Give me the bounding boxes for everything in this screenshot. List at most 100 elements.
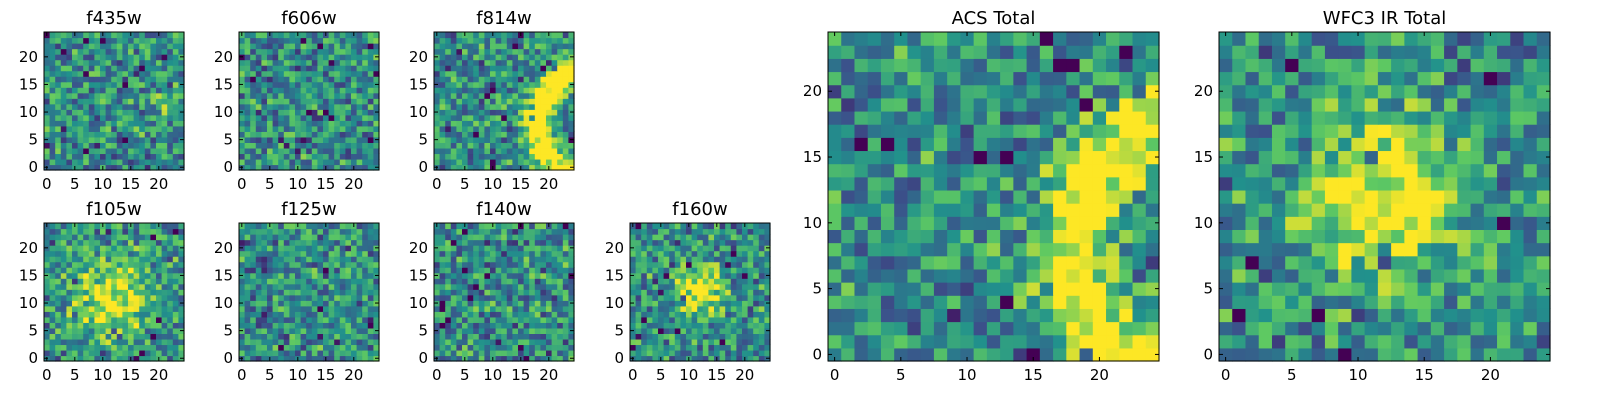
- heatmap-cell: [691, 305, 698, 312]
- heatmap-cell: [111, 239, 118, 246]
- heatmap-cell: [150, 278, 157, 285]
- heatmap-cell: [973, 308, 988, 323]
- heatmap-cell: [323, 245, 330, 252]
- heatmap-cell: [334, 153, 341, 160]
- heatmap-cell: [116, 136, 123, 143]
- heatmap-cell: [658, 294, 665, 301]
- heatmap-cell: [128, 239, 135, 246]
- heatmap-cell: [66, 338, 73, 346]
- heatmap-cell: [478, 228, 485, 235]
- heatmap-cell: [663, 316, 670, 323]
- heatmap-cell: [523, 70, 530, 77]
- heatmap-cell: [362, 92, 369, 99]
- heatmap-cell: [1079, 255, 1094, 270]
- heatmap-cell: [534, 289, 541, 296]
- heatmap-cell: [261, 338, 268, 346]
- heatmap-cell: [490, 136, 497, 143]
- heatmap-cell: [289, 98, 296, 105]
- heatmap-cell: [100, 98, 107, 105]
- heatmap-cell: [373, 261, 380, 268]
- heatmap-cell: [55, 70, 62, 77]
- heatmap-cell: [100, 131, 107, 138]
- heatmap-cell: [323, 234, 330, 241]
- heatmap-cell: [317, 48, 324, 55]
- heatmap-cell: [1145, 308, 1160, 323]
- heatmap-cell: [742, 305, 749, 312]
- heatmap-cell: [529, 120, 536, 127]
- heatmap-cell: [1013, 334, 1028, 349]
- heatmap-cell: [518, 158, 525, 166]
- heatmap-cell: [663, 245, 670, 252]
- heatmap-cell: [111, 147, 118, 155]
- heatmap-cell: [244, 98, 251, 105]
- heatmap-cell: [551, 333, 558, 340]
- heatmap-cell: [111, 333, 118, 340]
- heatmap-cell: [161, 234, 168, 241]
- heatmap-cell: [456, 278, 463, 285]
- heatmap-cell: [450, 65, 457, 72]
- heatmap-cell: [178, 305, 185, 312]
- heatmap-cell: [77, 76, 84, 83]
- heatmap-cell: [490, 37, 497, 44]
- heatmap-cell: [473, 256, 480, 263]
- heatmap-cell: [758, 256, 765, 263]
- heatmap-cell: [156, 54, 163, 61]
- heatmap-cell: [747, 316, 754, 323]
- heatmap-cell: [462, 278, 469, 285]
- heatmap-cell: [719, 245, 726, 252]
- heatmap-cell: [630, 322, 637, 329]
- heatmap-cell: [490, 54, 497, 61]
- heatmap-cell: [546, 131, 553, 138]
- heatmap-cell: [345, 228, 352, 235]
- heatmap-cell: [55, 153, 62, 160]
- heatmap-cell: [55, 294, 62, 301]
- heatmap-cell: [289, 250, 296, 257]
- heatmap-cell: [239, 153, 246, 160]
- heatmap-cell: [568, 158, 575, 166]
- heatmap-cell: [306, 114, 313, 121]
- heatmap-cell: [714, 300, 721, 307]
- heatmap-cell: [156, 261, 163, 268]
- heatmap-cell: [691, 234, 698, 241]
- heatmap-cell: [250, 294, 257, 301]
- heatmap-cell: [867, 203, 882, 217]
- heatmap-cell: [339, 98, 346, 105]
- heatmap-cell: [55, 283, 62, 290]
- heatmap-cell: [1053, 334, 1067, 349]
- heatmap-cell: [462, 158, 469, 166]
- heatmap-cell: [478, 311, 485, 318]
- heatmap-cell: [506, 234, 513, 241]
- heatmap-cell: [128, 131, 135, 138]
- heatmap-cell: [758, 223, 765, 230]
- heatmap-cell: [557, 245, 564, 252]
- heatmap-cell: [156, 316, 163, 323]
- heatmap-cell: [317, 70, 324, 77]
- heatmap-cell: [122, 250, 129, 257]
- heatmap-cell: [484, 239, 491, 246]
- heatmap-cell: [551, 300, 558, 307]
- heatmap-cell: [456, 234, 463, 241]
- heatmap-cell: [646, 272, 653, 279]
- y-tick-label: 20: [409, 48, 428, 66]
- heatmap-cell: [44, 322, 51, 329]
- heatmap-cell: [317, 153, 324, 160]
- heatmap-cell: [139, 109, 146, 116]
- heatmap-cell: [72, 256, 79, 263]
- heatmap-cell: [439, 289, 446, 296]
- heatmap-cell: [255, 125, 262, 132]
- x-tick-label: 15: [316, 175, 335, 193]
- heatmap-cell: [714, 250, 721, 257]
- heatmap-cell: [250, 256, 257, 263]
- heatmap-cell: [362, 267, 369, 274]
- heatmap-cell: [339, 267, 346, 274]
- heatmap-cell: [439, 48, 446, 55]
- heatmap-cell: [339, 147, 346, 155]
- heatmap-cell: [445, 87, 452, 94]
- heatmap-cell: [77, 311, 84, 318]
- heatmap-cell: [1092, 321, 1107, 336]
- heatmap-cell: [345, 136, 352, 143]
- heatmap-cell: [267, 153, 274, 160]
- heatmap-cell: [122, 37, 129, 44]
- heatmap-cell: [244, 164, 251, 171]
- heatmap-cell: [691, 228, 698, 235]
